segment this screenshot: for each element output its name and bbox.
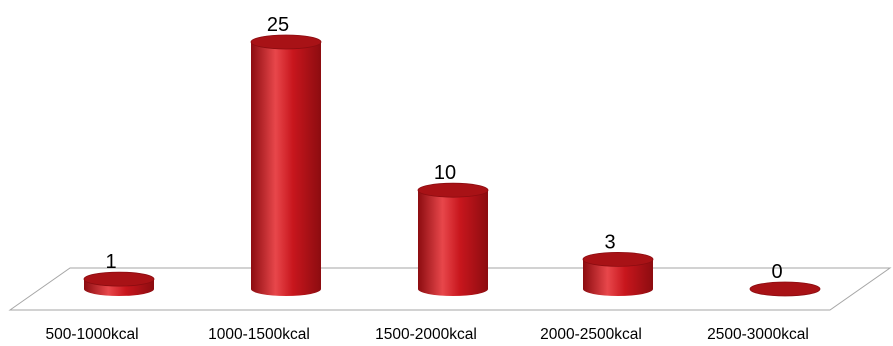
category-label: 2000-2500kcal <box>540 326 642 343</box>
category-label: 1500-2000kcal <box>375 326 477 343</box>
data-label: 1 <box>105 251 116 273</box>
labels-group: 1 500-1000kcal 25 1000-1500kcal 10 1500-2000k… <box>45 14 808 343</box>
category-label: 2500-3000kcal <box>707 326 809 343</box>
bar <box>250 34 322 50</box>
bar-body <box>418 190 488 296</box>
data-label: 0 <box>771 261 782 283</box>
bar <box>582 251 654 267</box>
bar <box>749 281 821 297</box>
category-label: 500-1000kcal <box>45 326 138 343</box>
data-label: 10 <box>434 162 456 184</box>
data-label: 3 <box>604 231 615 253</box>
chart-floor <box>8 267 892 311</box>
bar <box>83 271 155 287</box>
bar-body <box>583 259 653 296</box>
bar-body <box>251 42 321 296</box>
category-label: 1000-1500kcal <box>208 326 310 343</box>
bars-group <box>83 34 821 297</box>
data-label: 25 <box>267 14 289 36</box>
bar <box>417 182 489 198</box>
